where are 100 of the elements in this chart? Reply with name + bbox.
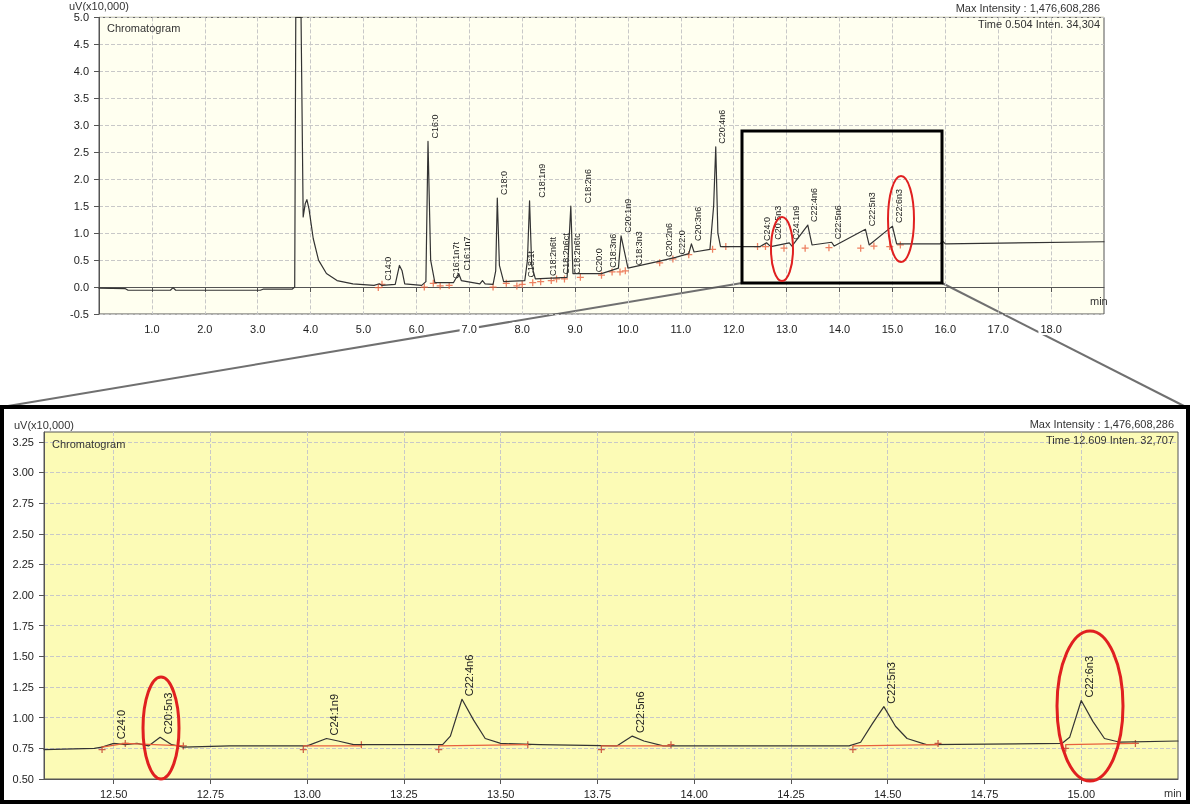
y-axis-title: uV(x10,000) [14, 418, 74, 431]
x-tick-label: 13.75 [583, 787, 612, 800]
y-tick-label: 1.00 [12, 711, 34, 724]
annotation: C22:5n6 [633, 691, 646, 734]
annotation: C20:2n6 [663, 223, 674, 258]
x-tick-label: 17.0 [987, 322, 1009, 335]
point [420, 283, 428, 291]
annotation: C20:3n6 [692, 206, 703, 241]
annotation: C22:6n3 [893, 189, 904, 224]
annotation: C20:0 [593, 248, 604, 273]
annotation: C16:1n7 [461, 236, 472, 271]
y-tick-label: 2.50 [12, 527, 34, 540]
annotation: C24:0 [115, 709, 128, 740]
x-tick-label: 16.0 [934, 322, 957, 335]
y-tick-label: 2.75 [12, 497, 34, 510]
x-tick-label: 11.0 [670, 322, 692, 335]
x-tick-label: 13.00 [293, 787, 321, 800]
y-tick-label: 0.75 [12, 742, 34, 755]
x-tick-label: 5.0 [355, 322, 372, 335]
x-tick-label: 18.0 [1040, 322, 1062, 335]
text: Chromatogram [52, 437, 126, 450]
x-tick-label: 12.75 [196, 787, 225, 800]
point [870, 242, 878, 250]
y-tick-label: 1.50 [12, 650, 34, 663]
y-tick-label: 0.50 [12, 773, 34, 785]
point [489, 283, 497, 291]
point [616, 268, 624, 276]
annotation: C22:5n3 [866, 192, 877, 227]
annotation: C20:4n6 [717, 109, 728, 144]
x-tick-label: 6.0 [408, 322, 425, 335]
annotation: C18:3n6 [608, 233, 619, 268]
annotation: C14:0 [383, 256, 394, 281]
y-tick-label: 1.5 [73, 200, 89, 213]
x-tick-label: 14.75 [970, 787, 999, 800]
annotation: C24:0 [761, 216, 772, 241]
x-tick-label: 2.0 [197, 322, 213, 335]
x-tick-label: 3.0 [250, 322, 266, 335]
x-tick-label: 13.0 [775, 322, 798, 335]
chart-title: Chromatogram [107, 21, 181, 34]
x-axis-title: min [1164, 786, 1182, 799]
x-tick-label: 15.0 [881, 322, 904, 335]
point [825, 244, 833, 252]
x-tick-label: 15.00 [1067, 787, 1096, 800]
y-tick-label: 1.75 [12, 619, 34, 632]
annotation: C22:0 [677, 230, 688, 255]
x-tick-label: 8.0 [514, 322, 530, 335]
y-tick-label: 4.0 [73, 65, 89, 78]
x-tick-label: 14.25 [777, 787, 805, 800]
y-tick-label: -0.5 [70, 308, 89, 320]
x-tick-label: 1.0 [144, 322, 160, 335]
annotation: C22:6n3 [1082, 655, 1095, 698]
y-tick-label: 2.5 [73, 146, 89, 159]
annotation: C22:4n6 [463, 654, 476, 697]
annotation: C22:5n6 [833, 205, 844, 240]
annotation: C18:1t [526, 250, 537, 278]
annotation: C18:2n6ct [560, 232, 571, 275]
y-axis-title: uV(x10,000) [69, 0, 129, 12]
point [513, 282, 521, 290]
annotation: C20:5n3 [772, 205, 783, 240]
annotation: C18:2n6tt [548, 236, 559, 276]
annotation: C18:3n3 [633, 231, 644, 266]
y-tick-label: 2.25 [12, 558, 34, 571]
y-tick-label: 1.0 [73, 227, 89, 240]
annotation: C24:1n9 [328, 693, 341, 736]
text: Max Intensity : 1,476,608,286 [955, 1, 1101, 14]
annotation: C16:1n7t [450, 241, 461, 279]
y-tick-label: 3.00 [12, 466, 34, 479]
y-tick-label: 1.25 [12, 681, 34, 694]
y-tick-label: 3.0 [73, 119, 89, 132]
y-tick-label: 0.5 [73, 254, 89, 267]
annotation: Time 0.504 Inten. 34,304 [978, 17, 1101, 30]
y-tick-label: 0.0 [73, 281, 89, 294]
annotation: C24:1n9 [790, 205, 801, 240]
x-tick-label: 9.0 [567, 322, 583, 335]
annotation: C22:4n6 [809, 187, 820, 223]
annotation: Time 12.609 Inten. 32,707 [1045, 433, 1174, 446]
x-tick-label: 12.50 [99, 787, 128, 800]
y-tick-label: 3.25 [12, 435, 34, 448]
y-tick-label: 5.0 [73, 11, 89, 24]
y-tick-label: 4.5 [73, 38, 89, 51]
x-tick-label: 4.0 [302, 322, 319, 335]
annotation: C20:1n9 [622, 198, 633, 233]
point [436, 282, 444, 290]
x-tick-label: 10.0 [617, 322, 639, 335]
x-tick-label: 12.0 [723, 322, 745, 335]
x-tick-label: 7.0 [461, 322, 477, 335]
y-tick-label: 2.00 [12, 589, 34, 602]
x-tick-label: 14.00 [680, 787, 708, 800]
point [780, 244, 788, 252]
annotation: C18:0 [498, 171, 509, 196]
annotation: C18:2n6tc [571, 232, 582, 275]
y-tick-label: 3.5 [73, 92, 89, 105]
text: Max Intensity : 1,476,608,286 [1029, 417, 1175, 430]
x-tick-label: 14.50 [873, 787, 902, 800]
x-tick-label: 14.0 [828, 322, 851, 335]
x-axis-title: min [1090, 294, 1108, 307]
y-tick-label: 2.0 [73, 173, 89, 186]
annotation: C16:0 [429, 114, 440, 139]
annotation: C20:5n3 [161, 692, 174, 735]
annotation: C18:1n9 [537, 163, 548, 198]
